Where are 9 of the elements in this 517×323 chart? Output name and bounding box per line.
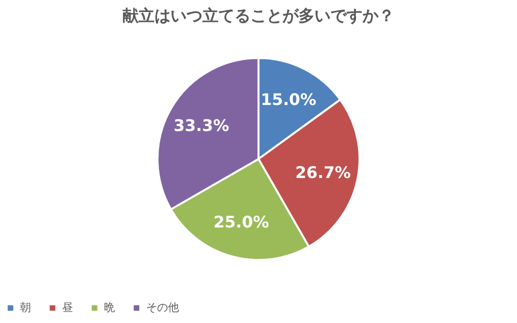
- data-label: 25.0%: [214, 212, 270, 232]
- legend-label: その他: [146, 300, 179, 314]
- legend-label: 朝: [20, 300, 31, 314]
- legend-label: 晩: [104, 300, 115, 314]
- data-label: 26.7%: [295, 162, 351, 182]
- data-label: 33.3%: [174, 116, 230, 135]
- data-label: 15.0%: [260, 90, 316, 110]
- chart-title: 献立はいつ立てることが多いですか？: [122, 6, 394, 25]
- legend-label: 昼: [62, 300, 73, 314]
